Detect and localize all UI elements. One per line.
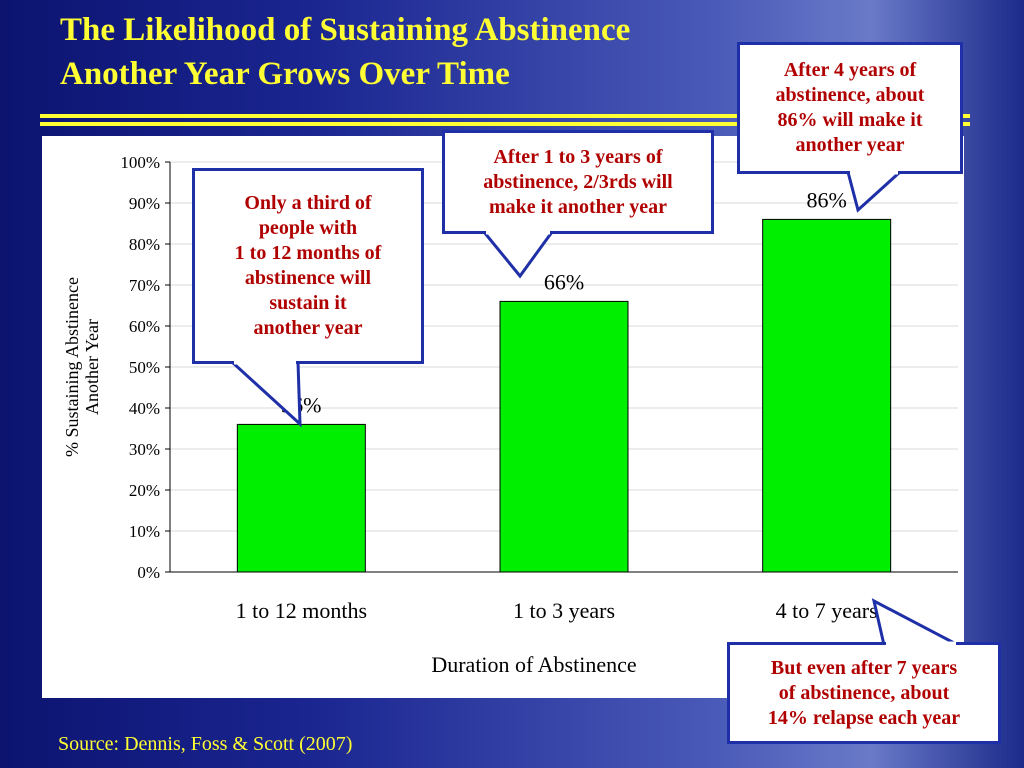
title-rule-top — [40, 114, 970, 118]
category-label-2: 1 to 3 years — [513, 598, 615, 623]
y-tick-label-30: 30% — [129, 440, 160, 459]
y-tick-label-40: 40% — [129, 399, 160, 418]
slide-title: The Likelihood of Sustaining Abstinence … — [60, 8, 760, 96]
y-axis-title-line-2: Another Year — [82, 319, 102, 415]
slide-title-line-1: The Likelihood of Sustaining Abstinence — [60, 12, 631, 48]
axes — [165, 161, 958, 573]
category-label-1: 1 to 12 months — [236, 598, 367, 623]
data-label-2: 66% — [544, 269, 584, 294]
y-tick-label-20: 20% — [129, 481, 160, 500]
callout-third: Only a third of people with 1 to 12 mont… — [192, 168, 424, 364]
source-citation: Source: Dennis, Foss & Scott (2007) — [58, 733, 353, 755]
bar-1 — [236, 423, 366, 573]
y-tick-label-10: 10% — [129, 522, 160, 541]
category-label-3: 4 to 7 years — [776, 598, 878, 623]
callout-two-thirds: After 1 to 3 years of abstinence, 2/3rds… — [442, 130, 714, 234]
bars — [236, 218, 892, 573]
data-label-3: 86% — [807, 187, 847, 212]
y-tick-label-50: 50% — [129, 358, 160, 377]
callout-four-years: After 4 years of abstinence, about 86% w… — [737, 42, 963, 174]
slide-title-line-2: Another Year Grows Over Time — [60, 56, 510, 92]
x-axis-title: Duration of Abstinence — [431, 652, 636, 677]
y-tick-label-100: 100% — [120, 153, 160, 172]
y-tick-label-0: 0% — [137, 563, 160, 582]
y-tick-label-70: 70% — [129, 276, 160, 295]
title-rule-bottom — [40, 122, 970, 126]
bar-chart: 0% 10% 20% 30% 40% 50% 60% 70% 80% 90% 100% 36% 1 to… — [62, 153, 958, 677]
bar-3 — [762, 218, 892, 573]
y-axis-title: % Sustaining AbstinenceAnother Year — [62, 277, 102, 457]
callout-relapse: But even after 7 years of abstinence, ab… — [727, 642, 1001, 744]
data-label-1: 36% — [281, 392, 321, 417]
y-tick-label-80: 80% — [129, 235, 160, 254]
y-tick-label-90: 90% — [129, 194, 160, 213]
y-axis-title-line-1: % Sustaining Abstinence — [62, 277, 82, 457]
y-tick-label-60: 60% — [129, 317, 160, 336]
bar-2 — [499, 300, 629, 573]
labels: 0% 10% 20% 30% 40% 50% 60% 70% 80% 90% 100% 36% 1 to… — [62, 153, 878, 677]
